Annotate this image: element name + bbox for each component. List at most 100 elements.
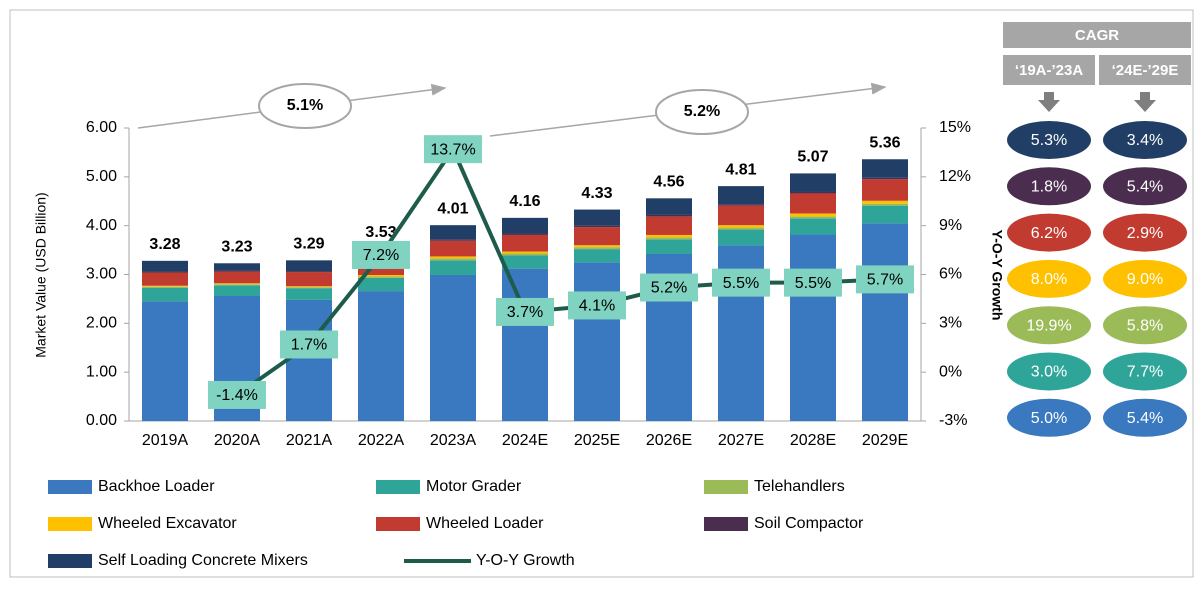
bar-segment bbox=[646, 216, 692, 235]
bar-segment bbox=[358, 291, 404, 421]
bar-segment bbox=[790, 173, 836, 192]
bar-segment bbox=[430, 258, 476, 261]
cagr-value: 3.4% bbox=[1127, 132, 1163, 149]
bar-segment bbox=[574, 227, 620, 246]
bar-segment bbox=[358, 276, 404, 278]
growth-line bbox=[235, 145, 886, 397]
bar-segment bbox=[214, 283, 260, 285]
cagr-ellipse bbox=[1103, 352, 1187, 391]
legend-label: Wheeled Loader bbox=[426, 515, 544, 532]
cagr-column-header bbox=[1099, 55, 1191, 85]
cagr-value: 19.9% bbox=[1026, 317, 1071, 334]
y-tick-label: 2.00 bbox=[86, 315, 117, 332]
bar-segment bbox=[574, 209, 620, 226]
x-tick-label: 2021A bbox=[286, 432, 333, 449]
x-tick-label: 2027E bbox=[718, 432, 764, 449]
bar-segment bbox=[430, 256, 476, 259]
bar-segment bbox=[142, 260, 188, 272]
cagr-value: 5.0% bbox=[1031, 410, 1067, 427]
bar-segment bbox=[790, 213, 836, 217]
bar-segment bbox=[286, 299, 332, 421]
y-tick-label: 0.00 bbox=[86, 412, 117, 429]
bar-segment bbox=[646, 214, 692, 217]
bar-segment bbox=[430, 240, 476, 257]
bar-segment bbox=[646, 237, 692, 240]
value-label-box bbox=[856, 265, 914, 294]
legend-label: Backhoe Loader bbox=[98, 478, 215, 495]
cagr-ellipse bbox=[1103, 306, 1187, 345]
total-label: 4.56 bbox=[653, 174, 684, 191]
x-tick-label: 2029E bbox=[862, 432, 908, 449]
total-label: 4.01 bbox=[437, 200, 468, 217]
total-label: 3.28 bbox=[149, 236, 180, 253]
value-label-box bbox=[784, 268, 842, 297]
bar-segment bbox=[790, 218, 836, 235]
legend-swatch bbox=[704, 480, 748, 494]
cagr-ellipse bbox=[1103, 398, 1187, 437]
bar-segment bbox=[862, 200, 908, 204]
bar-segment bbox=[142, 271, 188, 273]
bar-segment bbox=[358, 277, 404, 292]
cagr-value: 1.8% bbox=[1031, 179, 1067, 196]
bar-segment bbox=[862, 177, 908, 180]
x-tick-label: 2023A bbox=[430, 432, 477, 449]
total-label: 5.36 bbox=[869, 134, 900, 151]
value-label: -1.4% bbox=[216, 387, 258, 404]
bar-segment bbox=[286, 272, 332, 287]
legend-swatch bbox=[376, 517, 420, 531]
cagr-header bbox=[1003, 22, 1191, 48]
bar-segment bbox=[574, 247, 620, 250]
bar-segment bbox=[862, 179, 908, 201]
total-label: 4.33 bbox=[581, 185, 612, 202]
x-tick-label: 2026E bbox=[646, 432, 692, 449]
bar-segment bbox=[286, 287, 332, 289]
cagr-value: 9.0% bbox=[1127, 271, 1163, 288]
total-label: 3.29 bbox=[293, 236, 324, 253]
bar-segment bbox=[646, 234, 692, 238]
value-label-box bbox=[712, 268, 770, 297]
legend-label: Soil Compactor bbox=[754, 515, 864, 532]
bar-segment bbox=[214, 285, 260, 296]
value-label-box bbox=[640, 273, 698, 302]
bar-segment bbox=[286, 286, 332, 288]
value-label-box bbox=[496, 297, 554, 326]
bar-segment bbox=[646, 198, 692, 215]
cagr-arrow bbox=[1134, 92, 1156, 112]
cagr-value: 8.0% bbox=[1031, 271, 1067, 288]
y-tick-label: 5.00 bbox=[86, 168, 117, 185]
value-label: 7.2% bbox=[363, 247, 399, 264]
annotation: 5.1% bbox=[287, 97, 323, 114]
cagr-value: 6.2% bbox=[1031, 225, 1067, 242]
bar-segment bbox=[430, 239, 476, 241]
cagr-arrow bbox=[1038, 92, 1060, 112]
bar-segment bbox=[502, 233, 548, 235]
legend-swatch bbox=[704, 517, 748, 531]
bar-segment bbox=[502, 255, 548, 269]
cagr-ellipse bbox=[1103, 259, 1187, 298]
value-label-box bbox=[352, 240, 410, 269]
y2-tick-label: 3% bbox=[939, 315, 962, 332]
cagr-ellipse bbox=[1103, 213, 1187, 252]
bar-segment bbox=[718, 205, 764, 226]
cagr-column-label: ‘24E-’29E bbox=[1112, 62, 1179, 79]
y-tick-label: 6.00 bbox=[86, 119, 117, 136]
value-label: 13.7% bbox=[430, 141, 475, 158]
bar-segment bbox=[214, 271, 260, 284]
bar-segment bbox=[574, 262, 620, 421]
legend-label: Y-O-Y Growth bbox=[476, 552, 575, 569]
x-tick-label: 2028E bbox=[790, 432, 836, 449]
bar-segment bbox=[574, 225, 620, 228]
total-label: 3.23 bbox=[221, 238, 252, 255]
x-tick-label: 2025E bbox=[574, 432, 620, 449]
cagr-column-header bbox=[1003, 55, 1095, 85]
cagr-ellipse bbox=[1007, 352, 1091, 391]
value-label: 3.7% bbox=[507, 304, 543, 321]
bar-segment bbox=[502, 234, 548, 252]
bar-segment bbox=[574, 245, 620, 248]
y-tick-label: 3.00 bbox=[86, 266, 117, 283]
annotation-ellipse bbox=[258, 83, 352, 129]
legend-swatch bbox=[376, 480, 420, 494]
legend-swatch bbox=[48, 554, 92, 568]
bar-segment bbox=[142, 272, 188, 286]
annotation-ellipse bbox=[655, 89, 749, 135]
